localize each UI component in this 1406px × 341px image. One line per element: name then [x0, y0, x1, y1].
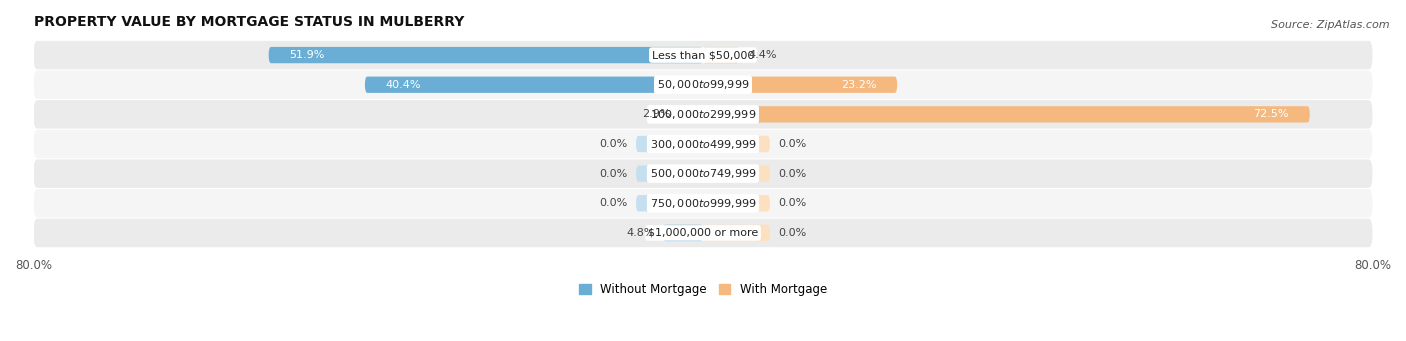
FancyBboxPatch shape	[703, 136, 770, 152]
Text: 0.0%: 0.0%	[599, 169, 627, 179]
Text: $750,000 to $999,999: $750,000 to $999,999	[650, 197, 756, 210]
Text: 4.4%: 4.4%	[748, 50, 776, 60]
Text: 0.0%: 0.0%	[599, 198, 627, 208]
FancyBboxPatch shape	[34, 189, 1372, 218]
Text: PROPERTY VALUE BY MORTGAGE STATUS IN MULBERRY: PROPERTY VALUE BY MORTGAGE STATUS IN MUL…	[34, 15, 464, 29]
FancyBboxPatch shape	[34, 41, 1372, 69]
Legend: Without Mortgage, With Mortgage: Without Mortgage, With Mortgage	[579, 283, 827, 296]
FancyBboxPatch shape	[366, 77, 703, 93]
Text: 0.0%: 0.0%	[779, 228, 807, 238]
Text: Source: ZipAtlas.com: Source: ZipAtlas.com	[1271, 20, 1389, 30]
FancyBboxPatch shape	[636, 195, 703, 211]
Text: 40.4%: 40.4%	[385, 80, 422, 90]
FancyBboxPatch shape	[269, 47, 703, 63]
FancyBboxPatch shape	[662, 225, 703, 241]
Text: $500,000 to $749,999: $500,000 to $749,999	[650, 167, 756, 180]
Text: 0.0%: 0.0%	[779, 198, 807, 208]
Text: $100,000 to $299,999: $100,000 to $299,999	[650, 108, 756, 121]
FancyBboxPatch shape	[34, 71, 1372, 99]
Text: 0.0%: 0.0%	[779, 169, 807, 179]
FancyBboxPatch shape	[34, 100, 1372, 129]
Text: $300,000 to $499,999: $300,000 to $499,999	[650, 137, 756, 150]
FancyBboxPatch shape	[679, 106, 703, 122]
Text: 4.8%: 4.8%	[626, 228, 654, 238]
FancyBboxPatch shape	[703, 225, 770, 241]
FancyBboxPatch shape	[34, 130, 1372, 158]
FancyBboxPatch shape	[703, 77, 897, 93]
Text: 72.5%: 72.5%	[1253, 109, 1289, 119]
FancyBboxPatch shape	[703, 47, 740, 63]
Text: 2.9%: 2.9%	[643, 109, 671, 119]
FancyBboxPatch shape	[34, 160, 1372, 188]
Text: 0.0%: 0.0%	[599, 139, 627, 149]
Text: 51.9%: 51.9%	[290, 50, 325, 60]
FancyBboxPatch shape	[703, 165, 770, 182]
Text: 0.0%: 0.0%	[779, 139, 807, 149]
Text: $1,000,000 or more: $1,000,000 or more	[648, 228, 758, 238]
FancyBboxPatch shape	[703, 106, 1310, 122]
Text: 23.2%: 23.2%	[841, 80, 876, 90]
Text: Less than $50,000: Less than $50,000	[652, 50, 754, 60]
FancyBboxPatch shape	[703, 195, 770, 211]
FancyBboxPatch shape	[636, 165, 703, 182]
Text: $50,000 to $99,999: $50,000 to $99,999	[657, 78, 749, 91]
FancyBboxPatch shape	[34, 219, 1372, 247]
FancyBboxPatch shape	[636, 136, 703, 152]
